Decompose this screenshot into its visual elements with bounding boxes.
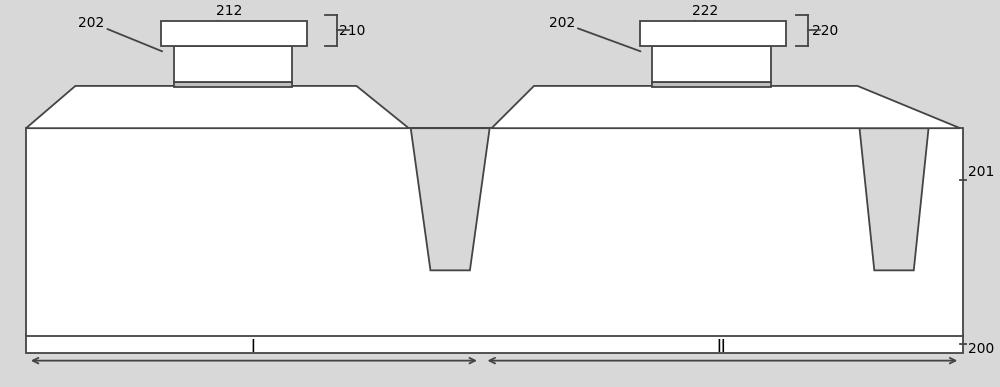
Bar [174, 46, 292, 82]
Text: 211: 211 [223, 45, 260, 63]
Text: 201: 201 [968, 165, 994, 179]
Text: 222: 222 [692, 4, 718, 24]
Text: II: II [717, 337, 726, 356]
Polygon shape [492, 86, 960, 128]
Bar [26, 334, 963, 353]
Bar [652, 46, 771, 82]
Text: 212: 212 [213, 4, 243, 24]
Bar [640, 21, 786, 46]
Bar [26, 128, 963, 336]
Text: 210: 210 [339, 24, 365, 38]
Text: 202: 202 [78, 15, 162, 51]
Text: 200: 200 [968, 342, 994, 356]
Polygon shape [26, 86, 409, 128]
Polygon shape [860, 128, 929, 271]
Text: 202: 202 [549, 15, 641, 51]
Bar [652, 82, 771, 87]
Text: I: I [250, 337, 255, 356]
Bar [161, 21, 307, 46]
Bar [174, 82, 292, 87]
Text: 221: 221 [702, 45, 736, 63]
Polygon shape [411, 128, 490, 271]
Text: 220: 220 [812, 24, 838, 38]
